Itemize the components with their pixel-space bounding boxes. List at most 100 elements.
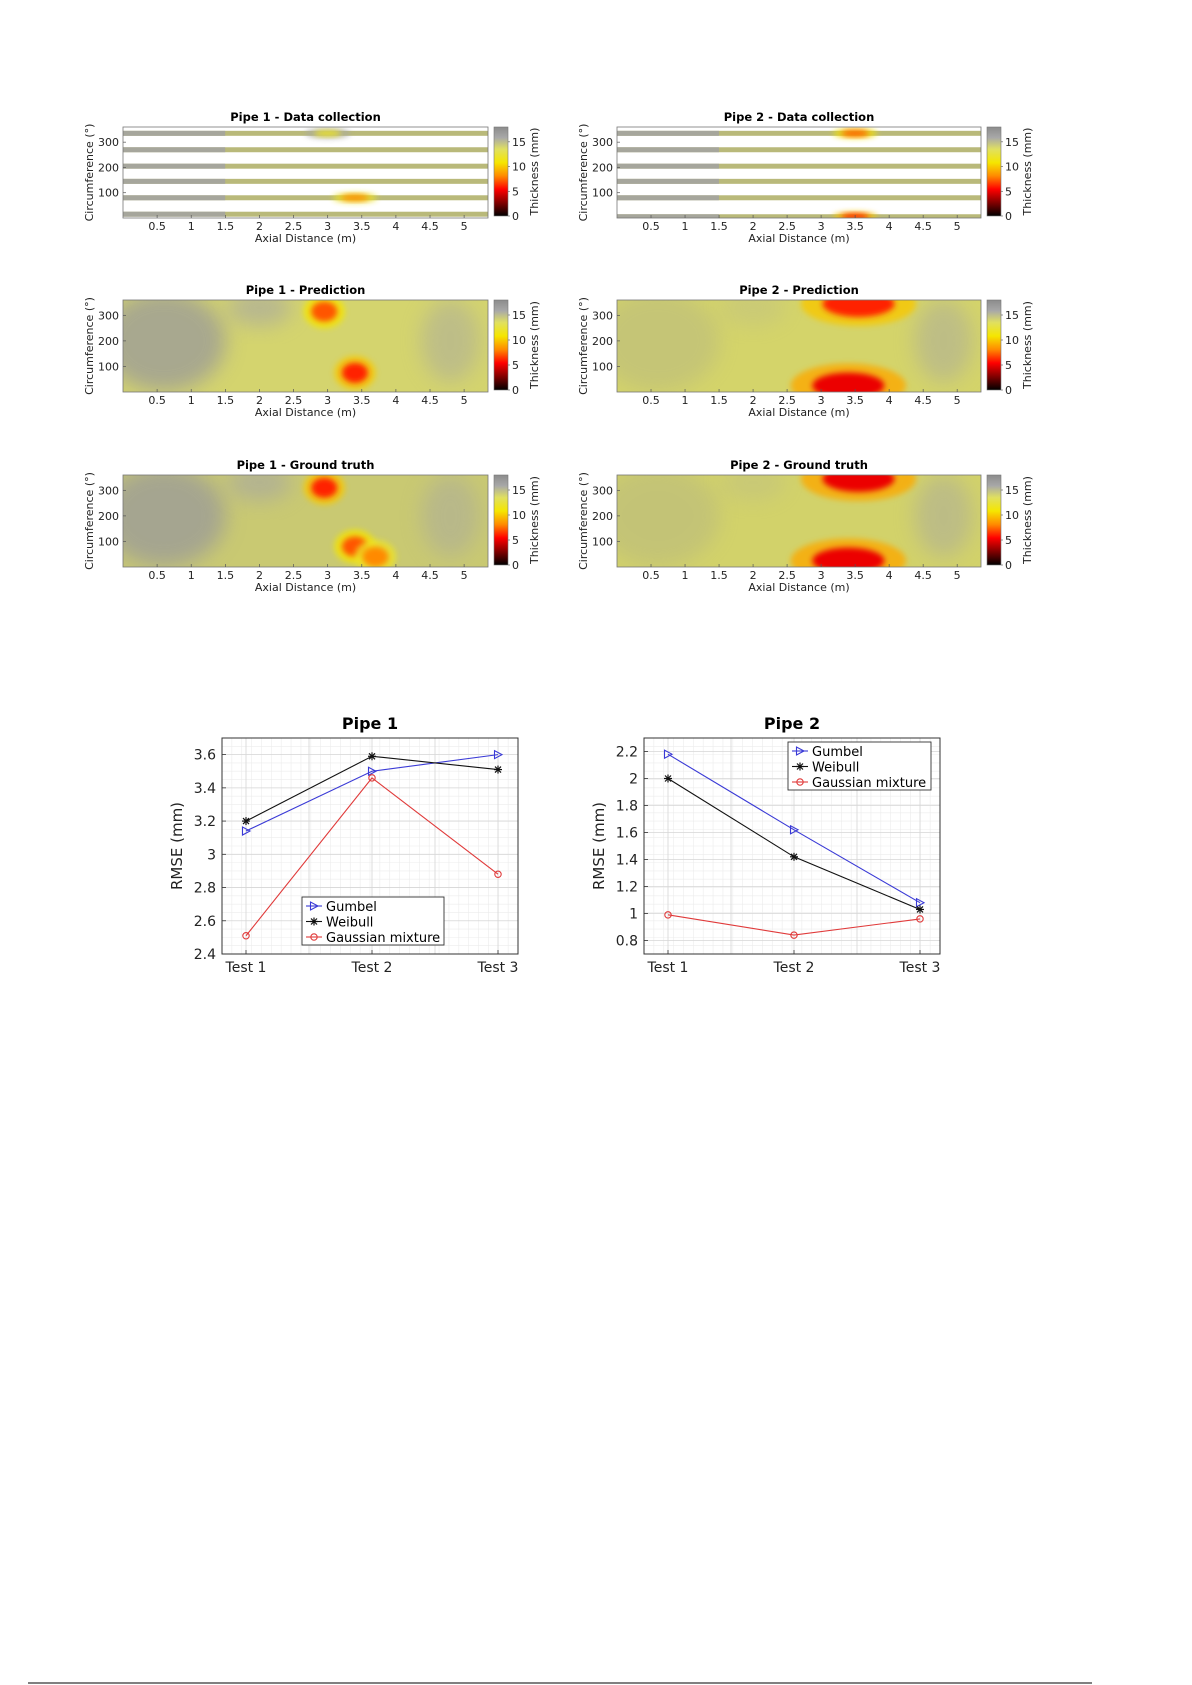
plot-frame <box>122 126 489 219</box>
x-tick-label: 5 <box>954 394 961 407</box>
x-tick-label: 4.5 <box>914 394 932 407</box>
panel-title: Pipe 2 - Data collection <box>724 110 875 124</box>
star-stroke <box>242 817 250 825</box>
legend-label: Gumbel <box>812 745 863 760</box>
legend-entry: Gumbel <box>306 900 377 915</box>
sampled-band-2 <box>123 195 488 201</box>
x-tick-label: 3 <box>818 569 825 582</box>
legend-entry: Gaussian mixture <box>792 776 926 791</box>
marker-triangle <box>789 824 800 835</box>
x-tick-label: 3.5 <box>846 220 864 233</box>
thick-region <box>226 475 293 502</box>
x-tick-label: 2.5 <box>778 569 796 582</box>
y-axis-label: Circumference (°) <box>577 472 590 570</box>
star-stroke <box>664 775 672 782</box>
plot-frame <box>122 474 489 568</box>
colorbar-label: Thickness (mm) <box>1021 128 1034 217</box>
marker-triangle <box>795 746 806 756</box>
thin-spot-2 <box>341 362 368 383</box>
marker-star <box>664 774 672 783</box>
x-tick-label: 2.5 <box>285 569 303 582</box>
y-tick-label: 300 <box>98 136 119 149</box>
heatmap-plot-area <box>617 127 981 218</box>
sampled-band-grey <box>617 214 719 218</box>
legend-entry: Weibull <box>792 761 859 776</box>
y-tick-label: 300 <box>592 484 613 497</box>
x-tick-label: 2.5 <box>285 394 303 407</box>
chart-title: Pipe 1 <box>342 714 398 733</box>
star-stroke <box>368 752 376 760</box>
legend-label: Weibull <box>812 761 859 776</box>
series-gaussian-mixture <box>242 774 502 940</box>
x-tick-label: Test 3 <box>477 960 519 976</box>
plot-frame <box>122 299 489 393</box>
colorbar-label: Thickness (mm) <box>528 128 541 217</box>
thick-region <box>720 300 786 327</box>
y-tick-label: 200 <box>98 510 119 523</box>
y-axis-label: Circumference (°) <box>577 124 590 222</box>
x-tick-label: 3 <box>818 220 825 233</box>
y-tick-label: 1.8 <box>616 799 638 815</box>
x-tick-label: 1.5 <box>217 220 235 233</box>
sampled-band-grey <box>123 147 226 153</box>
y-tick-label: 300 <box>592 309 613 322</box>
x-tick-label: 5 <box>954 220 961 233</box>
thick-region <box>914 300 973 383</box>
colorbar-label: Thickness (mm) <box>528 476 541 565</box>
colorbar-label: Thickness (mm) <box>528 301 541 390</box>
y-tick-label: 2.4 <box>194 947 216 963</box>
x-tick-label: 2 <box>750 394 757 407</box>
x-tick-label: 3.5 <box>353 394 371 407</box>
colorbar <box>493 299 509 391</box>
y-tick-label: 1.4 <box>616 853 638 869</box>
colorbar-tick-label: 5 <box>1005 185 1012 198</box>
x-tick-label: 4.5 <box>421 569 439 582</box>
colorbar <box>493 474 509 566</box>
y-tick-label: 300 <box>98 309 119 322</box>
series-line <box>667 914 921 936</box>
colorbar-tick-label: 0 <box>512 559 519 572</box>
x-tick-label: 4 <box>392 394 399 407</box>
x-tick-label: 2 <box>256 394 263 407</box>
x-tick-label: 5 <box>461 220 468 233</box>
marker-circle <box>664 911 672 919</box>
star-stroke <box>796 763 804 770</box>
panel-title: Pipe 2 - Prediction <box>739 283 859 297</box>
heatmap-panel-1: Pipe 1 - Data collection 0.5 1 1.5 2 2.5 3 3.5 4… <box>83 110 541 245</box>
sampled-band-grey <box>123 163 226 169</box>
sampled-band-grey <box>123 130 226 136</box>
marker-triangle <box>309 901 320 911</box>
thick-region <box>123 475 226 567</box>
legend-label: Gaussian mixture <box>812 776 926 791</box>
y-tick-label: 100 <box>592 535 613 548</box>
heatmap-background <box>617 127 981 218</box>
heatmap-background <box>123 127 488 218</box>
colorbar-tick-label: 0 <box>512 210 519 223</box>
heatmap-panel-4: Pipe 2 - Prediction 0.5 1 1.5 2 2.5 3 3.5 4 4.5 5 1… <box>577 283 1034 419</box>
x-tick-label: 1 <box>188 394 195 407</box>
x-tick-label: 3.5 <box>846 394 864 407</box>
x-tick-label: 4.5 <box>421 220 439 233</box>
thin-spot-2 <box>340 194 369 201</box>
plot-frame <box>616 474 982 568</box>
series-line <box>245 777 499 937</box>
heatmap-plot-area <box>123 300 488 392</box>
x-tick-label: Test 3 <box>899 960 941 976</box>
colorbar-tick-label: 15 <box>1005 136 1019 149</box>
marker-triangle <box>493 749 504 760</box>
series-gaussian-mixture <box>664 911 924 939</box>
y-tick-label: 300 <box>592 136 613 149</box>
marker-circle <box>790 931 798 939</box>
x-tick-label: 4.5 <box>421 394 439 407</box>
legend-entry: Weibull <box>306 916 373 931</box>
x-tick-label: 3 <box>324 569 331 582</box>
sampled-band-grey <box>123 195 226 201</box>
x-tick-label: 4 <box>886 569 893 582</box>
y-tick-label: 200 <box>592 335 613 348</box>
y-tick-label: 200 <box>98 161 119 174</box>
sampled-band-2 <box>617 195 981 201</box>
x-tick-label: 4.5 <box>914 569 932 582</box>
y-tick-label: 100 <box>98 535 119 548</box>
y-axis-label: RMSE (mm) <box>590 802 608 890</box>
